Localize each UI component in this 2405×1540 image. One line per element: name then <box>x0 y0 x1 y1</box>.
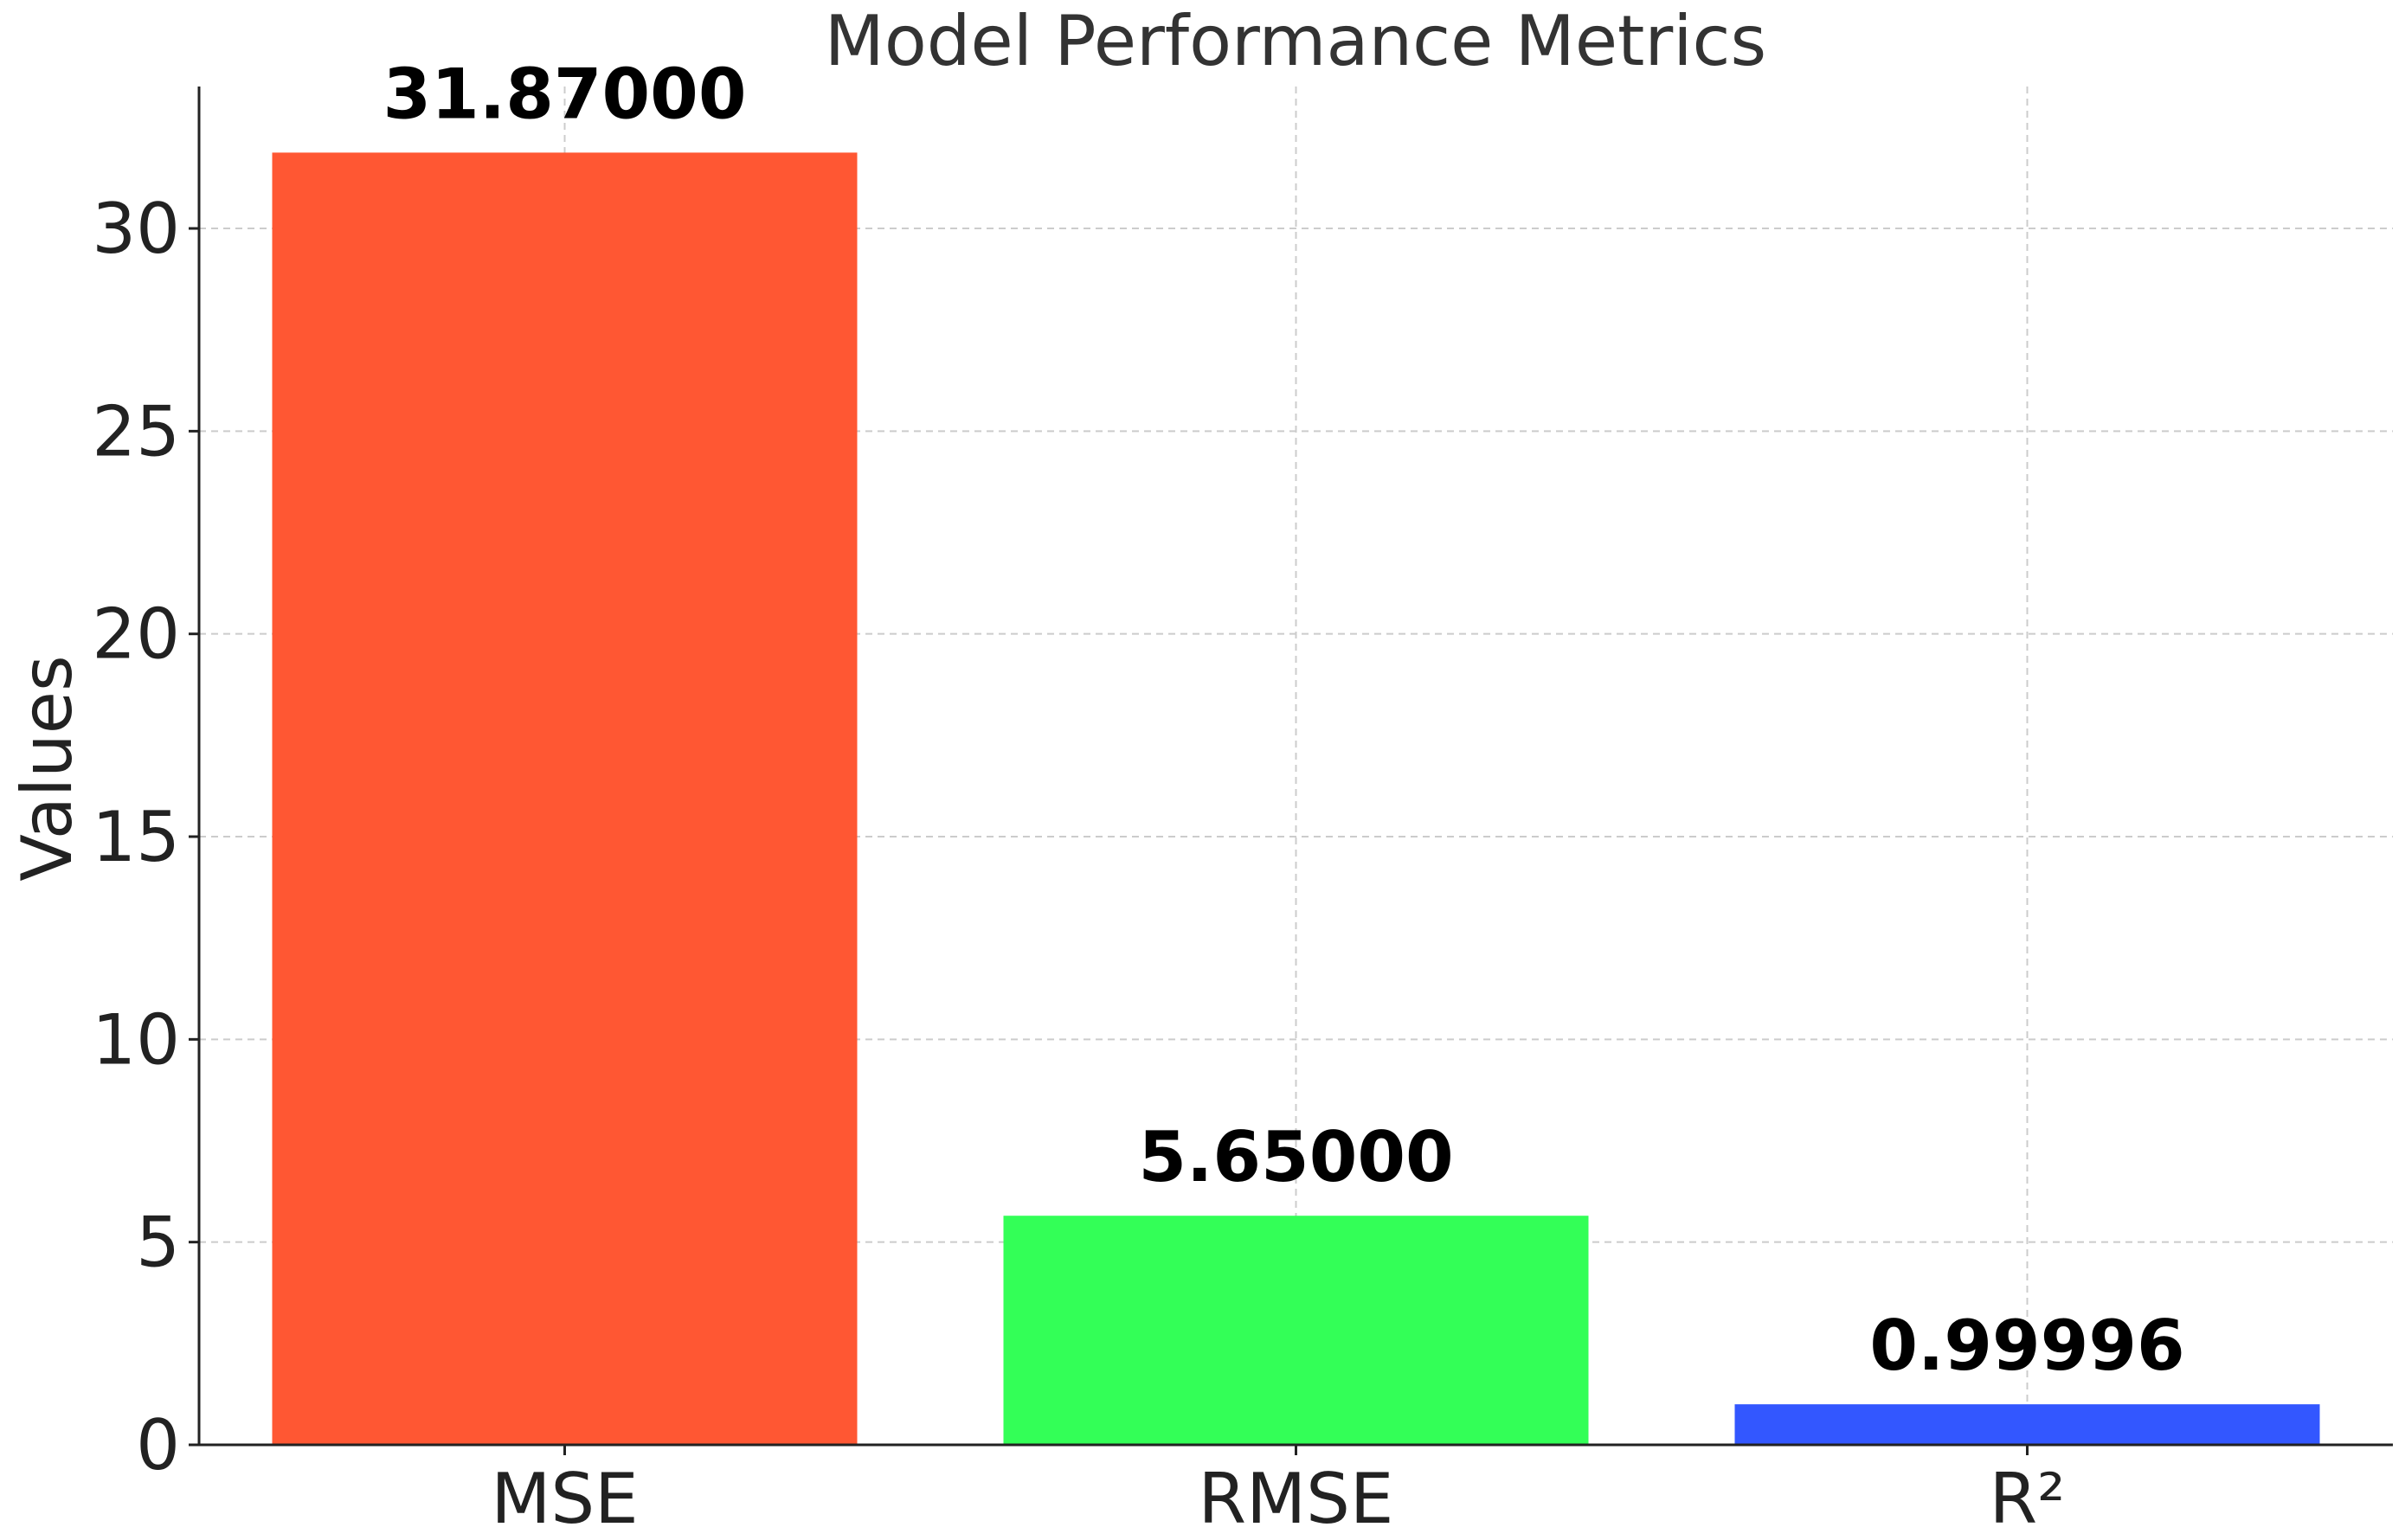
y-tick-label: 0 <box>136 1405 180 1485</box>
data-label: 0.99996 <box>1869 1306 2184 1386</box>
bar-layer <box>272 152 2320 1445</box>
y-tick-label: 15 <box>92 797 180 877</box>
data-label: 31.87000 <box>383 54 746 134</box>
bar-3 <box>1734 1404 2320 1445</box>
y-tick-label: 30 <box>92 189 180 269</box>
bar-2 <box>1003 1216 1589 1445</box>
y-tick-label: 25 <box>92 391 180 472</box>
label-layer: 31.87000 5.65000 0.99996 <box>383 54 2184 1386</box>
x-tick-label: RMSE <box>1199 1459 1394 1539</box>
y-axis-label: Values <box>7 655 87 881</box>
y-tick-label: 10 <box>92 999 180 1080</box>
axis-layer: 0 5 10 15 20 25 30 MSE RMSE R² <box>92 87 2393 1539</box>
x-tick-label: R² <box>1990 1459 2066 1539</box>
chart-title: Model Performance Metrics <box>825 1 1766 81</box>
y-tick-label: 5 <box>136 1203 180 1283</box>
data-label: 5.65000 <box>1138 1117 1453 1197</box>
x-tick-label: MSE <box>491 1459 638 1539</box>
y-tick-label: 20 <box>92 594 180 675</box>
bar-1 <box>272 152 858 1445</box>
